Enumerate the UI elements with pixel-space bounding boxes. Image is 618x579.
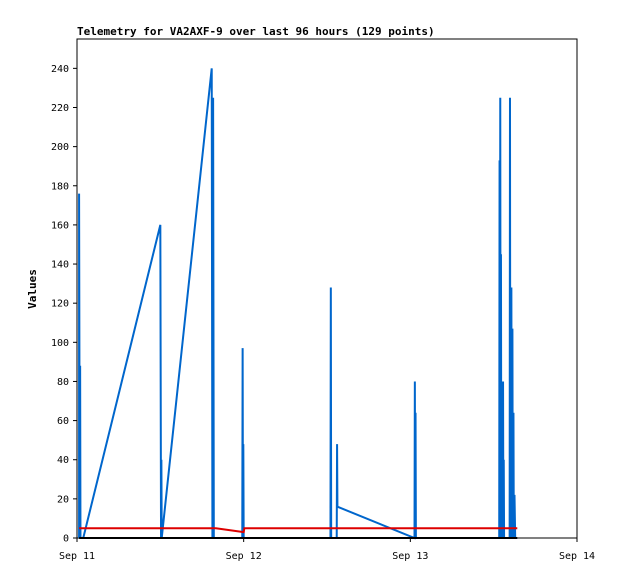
x-tick-label: Sep 13 — [392, 551, 428, 562]
series-line-2 — [79, 527, 518, 534]
y-tick-label: 220 — [51, 103, 69, 114]
y-tick-label: 80 — [57, 377, 69, 388]
x-tick-label: Sep 11 — [59, 551, 95, 562]
y-tick-label: 60 — [57, 416, 69, 427]
y-tick-label: 120 — [51, 299, 69, 310]
y-tick-label: 40 — [57, 455, 69, 466]
x-tick-label: Sep 14 — [559, 551, 595, 562]
chart-title: Telemetry for VA2AXF-9 over last 96 hour… — [77, 25, 435, 38]
x-axis: Sep 11 Sep 12 Sep 13 Sep 14 — [59, 538, 595, 562]
y-tick-label: 140 — [51, 260, 69, 271]
y-tick-label: 0 — [63, 534, 69, 545]
y-tick-label: 240 — [51, 64, 69, 75]
series-layer — [78, 68, 518, 540]
y-tick-label: 20 — [57, 494, 69, 505]
y-tick-label: 160 — [51, 220, 69, 231]
y-axis: 0 20 40 60 80 100 120 140 160 180 200 220 240 — [51, 64, 77, 545]
x-tick-label: Sep 12 — [226, 551, 262, 562]
series-line-1 — [78, 68, 517, 540]
y-axis-label: Values — [26, 269, 39, 309]
y-tick-label: 180 — [51, 181, 69, 192]
y-tick-label: 100 — [51, 338, 69, 349]
y-tick-label: 200 — [51, 142, 69, 153]
